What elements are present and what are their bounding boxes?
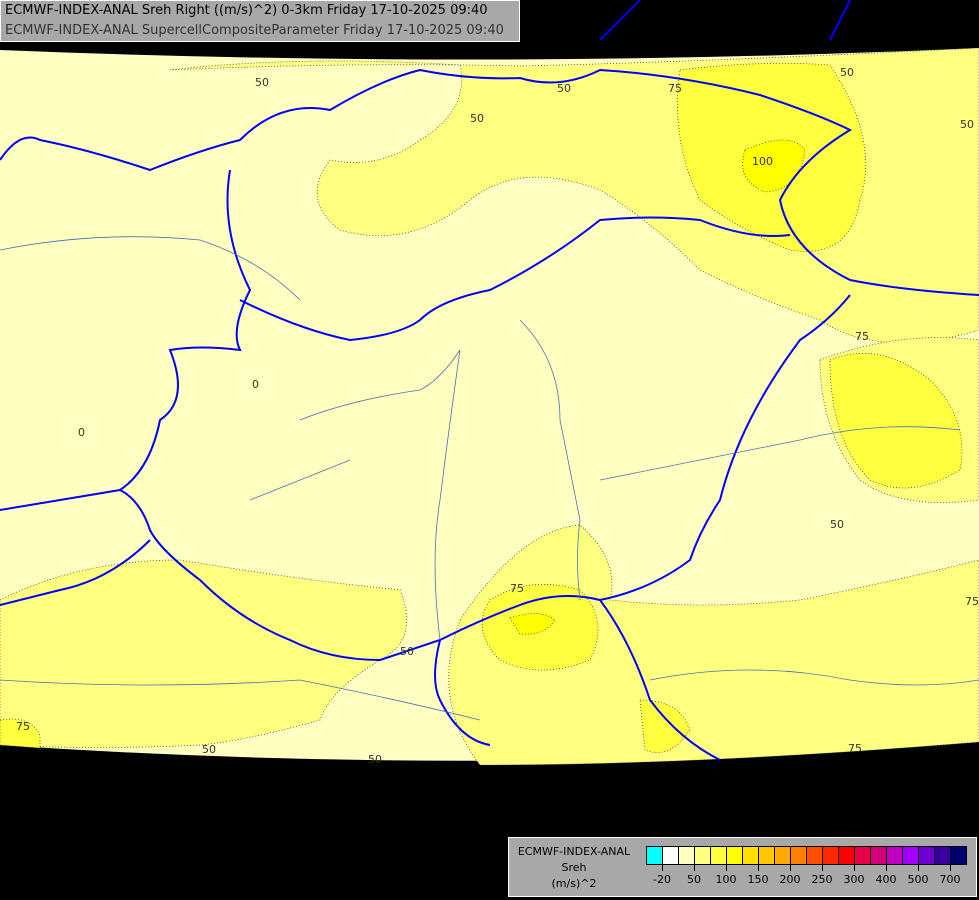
contour-label: 75	[848, 742, 862, 755]
contour-label: 75	[855, 330, 869, 343]
legend-tick	[950, 865, 951, 871]
contour-label: 75	[510, 582, 524, 595]
contour-label: 50	[830, 518, 844, 531]
legend-swatch	[759, 847, 775, 864]
legend-unit: (m/s)^2	[551, 877, 597, 890]
legend-swatch	[695, 847, 711, 864]
legend-swatch	[951, 847, 966, 864]
legend-swatch	[903, 847, 919, 864]
legend-tick-label: 150	[747, 873, 769, 886]
contour-label: 50	[368, 753, 382, 766]
legend-tick-label: 50	[687, 873, 701, 886]
legend-tick	[662, 865, 663, 871]
legend-swatch	[663, 847, 679, 864]
legend-tick-label: 200	[779, 873, 801, 886]
legend-tick-label: 300	[843, 873, 865, 886]
legend-tick-label: 250	[811, 873, 833, 886]
title-line-1: ECMWF-INDEX-ANAL Sreh Right ((m/s)^2) 0-…	[5, 3, 488, 18]
legend-tick-label: 100	[715, 873, 737, 886]
contour-label: 50	[470, 112, 484, 125]
legend-swatch	[919, 847, 935, 864]
contour-label: 50	[557, 82, 571, 95]
legend-swatch	[871, 847, 887, 864]
legend-swatch	[887, 847, 903, 864]
legend-swatch	[743, 847, 759, 864]
legend-swatch	[839, 847, 855, 864]
legend-swatch	[775, 847, 791, 864]
legend-swatch	[791, 847, 807, 864]
contour-label: 0	[78, 426, 85, 439]
legend-swatch	[711, 847, 727, 864]
contour-label: 0	[252, 378, 259, 391]
legend-tick	[790, 865, 791, 871]
legend-tick-label: -20	[653, 873, 671, 886]
sreh-100-area	[509, 139, 806, 635]
contour-label: 50	[960, 118, 974, 131]
legend-tick-label: 400	[875, 873, 897, 886]
legend-color-bar	[646, 846, 967, 865]
legend-swatch	[823, 847, 839, 864]
contour-label: 75	[965, 595, 979, 608]
legend-tick-label: 500	[907, 873, 929, 886]
contour-label: 75	[668, 82, 682, 95]
contour-label: 50	[202, 743, 216, 756]
rivers	[0, 236, 979, 721]
map-title: ECMWF-INDEX-ANAL Sreh Right ((m/s)^2) 0-…	[0, 0, 520, 42]
legend-tick	[918, 865, 919, 871]
legend-tick	[694, 865, 695, 871]
legend-tick	[822, 865, 823, 871]
legend-tick	[726, 865, 727, 871]
legend-swatch	[855, 847, 871, 864]
legend-tick-label: 700	[939, 873, 961, 886]
contour-labels: 50 50 50 50 50 75 100 75 50 75 75 50 75 …	[16, 66, 979, 766]
legend-parameter: Sreh	[561, 861, 587, 874]
contour-label: 50	[400, 645, 414, 658]
contour-label: 100	[752, 155, 773, 168]
legend-model: ECMWF-INDEX-ANAL	[517, 845, 631, 858]
contour-label: 50	[255, 76, 269, 89]
legend-tick	[758, 865, 759, 871]
legend-swatch	[807, 847, 823, 864]
legend-label: ECMWF-INDEX-ANAL Sreh (m/s)^2	[509, 844, 639, 892]
contour-label: 75	[16, 720, 30, 733]
legend-swatch	[679, 847, 695, 864]
legend-swatch	[935, 847, 951, 864]
color-legend: ECMWF-INDEX-ANAL Sreh (m/s)^2 -20 50 100 15…	[508, 837, 977, 897]
legend-tick	[854, 865, 855, 871]
contour-label: 50	[840, 66, 854, 79]
country-borders	[0, 0, 979, 761]
legend-tick	[886, 865, 887, 871]
legend-swatch	[727, 847, 743, 864]
title-line-2: ECMWF-INDEX-ANAL SupercellCompositeParam…	[5, 23, 504, 38]
legend-swatch	[647, 847, 663, 864]
